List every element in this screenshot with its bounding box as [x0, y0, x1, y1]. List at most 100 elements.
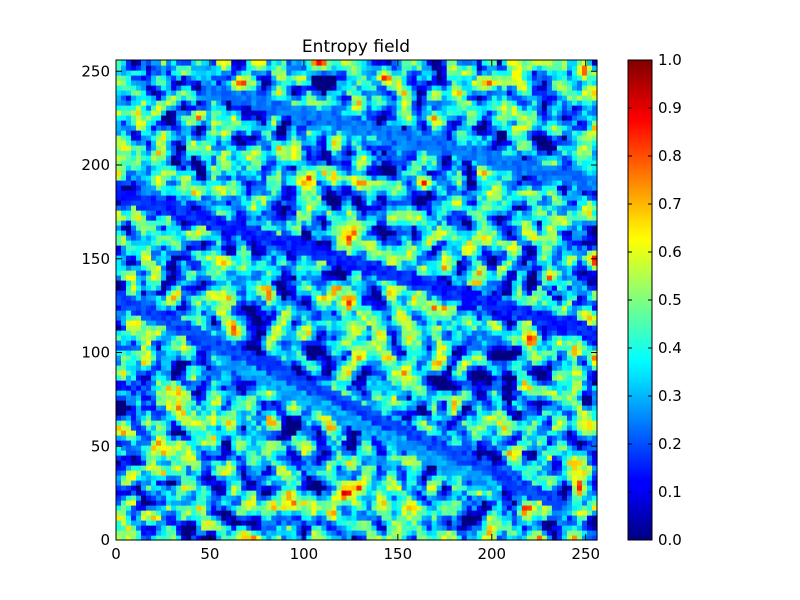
heatmap-cell — [306, 520, 313, 526]
heatmap-cell — [236, 285, 242, 291]
heatmap-cell — [431, 295, 438, 301]
heatmap-cell — [146, 280, 152, 286]
heatmap-cell — [461, 380, 468, 386]
heatmap-cell — [451, 415, 458, 421]
heatmap-cell — [266, 480, 272, 486]
heatmap-cell — [281, 510, 287, 516]
heatmap-cell — [286, 405, 292, 411]
heatmap-cell — [521, 530, 528, 536]
heatmap-cell — [151, 290, 157, 296]
heatmap-cell — [511, 380, 518, 386]
heatmap-cell — [331, 425, 338, 431]
heatmap-cell — [426, 495, 433, 501]
heatmap-cell — [301, 380, 307, 386]
heatmap-cell — [176, 505, 182, 511]
heatmap-cell — [196, 305, 202, 311]
heatmap-cell — [116, 285, 122, 291]
heatmap-cell — [521, 490, 528, 496]
heatmap-cell — [476, 350, 483, 356]
heatmap-cell — [371, 370, 378, 376]
heatmap-cell — [171, 330, 177, 336]
heatmap-cell — [361, 395, 368, 401]
heatmap-cell — [581, 410, 588, 416]
heatmap-cell — [236, 345, 242, 351]
heatmap-cell — [126, 345, 132, 351]
heatmap-cell — [396, 460, 403, 466]
heatmap-cell — [251, 475, 257, 481]
heatmap-cell — [546, 415, 553, 421]
heatmap-cell — [176, 295, 182, 301]
heatmap-cell — [571, 280, 578, 286]
heatmap-cell — [296, 345, 302, 351]
heatmap-cell — [251, 525, 257, 531]
heatmap-cell — [341, 365, 348, 371]
heatmap-cell — [496, 500, 503, 506]
heatmap-cell — [396, 490, 403, 496]
heatmap-cell — [311, 375, 318, 381]
heatmap-cell — [486, 480, 493, 486]
heatmap-cell — [361, 470, 368, 476]
heatmap-cell — [571, 360, 578, 366]
heatmap-cell — [201, 455, 207, 461]
heatmap-cell — [126, 350, 132, 356]
heatmap-cell — [446, 345, 453, 351]
heatmap-cell — [146, 380, 152, 386]
heatmap-cell — [511, 370, 518, 376]
heatmap-cell — [376, 320, 383, 326]
heatmap-cell — [146, 520, 152, 526]
heatmap-cell — [356, 535, 363, 541]
heatmap-cell — [181, 320, 187, 326]
heatmap-cell — [521, 295, 528, 301]
heatmap-cell — [441, 445, 448, 451]
heatmap-cell — [241, 470, 247, 476]
heatmap-cell — [336, 350, 343, 356]
heatmap-cell — [116, 375, 122, 381]
heatmap-cell — [296, 355, 302, 361]
heatmap-cell — [201, 480, 207, 486]
heatmap-cell — [411, 375, 418, 381]
heatmap-cell — [591, 480, 598, 486]
heatmap-cell — [201, 325, 207, 331]
heatmap-cell — [146, 515, 152, 521]
heatmap-cell — [431, 310, 438, 316]
heatmap-cell — [351, 385, 358, 391]
heatmap-cell — [381, 535, 388, 541]
heatmap-cell — [466, 510, 473, 516]
heatmap-cell — [571, 385, 578, 391]
heatmap-cell — [306, 535, 313, 541]
heatmap-cell — [561, 430, 568, 436]
heatmap-cell — [556, 385, 563, 391]
heatmap-cell — [491, 385, 498, 391]
heatmap-cell — [446, 295, 453, 301]
heatmap-cell — [576, 440, 583, 446]
heatmap-cell — [591, 320, 598, 326]
heatmap-cell — [516, 535, 523, 541]
heatmap-cell — [246, 465, 252, 471]
heatmap-cell — [356, 315, 363, 321]
heatmap-cell — [311, 290, 318, 296]
heatmap-cell — [381, 485, 388, 491]
heatmap-cell — [261, 310, 267, 316]
heatmap-cell — [551, 370, 558, 376]
heatmap-cell — [231, 435, 237, 441]
heatmap-cell — [246, 280, 252, 286]
heatmap-cell — [431, 340, 438, 346]
heatmap-cell — [401, 365, 408, 371]
heatmap-cell — [461, 340, 468, 346]
heatmap-cell — [276, 455, 282, 461]
heatmap-cell — [346, 455, 353, 461]
heatmap-cell — [401, 420, 408, 426]
heatmap-cell — [461, 370, 468, 376]
heatmap-cell — [496, 400, 503, 406]
heatmap-cell — [231, 295, 237, 301]
heatmap-cell — [146, 370, 152, 376]
heatmap-cell — [511, 485, 518, 491]
heatmap-cell — [326, 375, 333, 381]
heatmap-cell — [151, 495, 157, 501]
heatmap-cell — [166, 295, 172, 301]
heatmap-cell — [436, 355, 443, 361]
heatmap-cell — [186, 380, 192, 386]
heatmap-cell — [391, 285, 398, 291]
heatmap-cell — [261, 455, 267, 461]
heatmap-cell — [406, 485, 413, 491]
